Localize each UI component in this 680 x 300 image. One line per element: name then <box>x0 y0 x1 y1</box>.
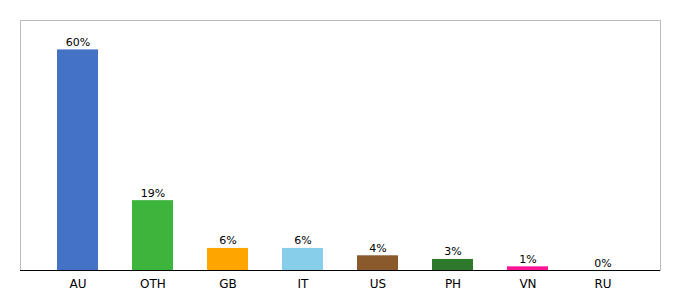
svg-text:1%: 1% <box>519 253 536 266</box>
svg-text:6%: 6% <box>219 234 236 247</box>
svg-text:RU: RU <box>594 277 611 291</box>
svg-text:19%: 19% <box>141 187 165 200</box>
svg-text:GB: GB <box>219 277 237 291</box>
svg-text:IT: IT <box>298 277 310 291</box>
svg-text:3%: 3% <box>444 245 461 258</box>
svg-text:VN: VN <box>519 277 536 291</box>
svg-text:60%: 60% <box>66 36 90 49</box>
svg-text:6%: 6% <box>294 234 311 247</box>
svg-text:PH: PH <box>445 277 461 291</box>
svg-text:4%: 4% <box>369 242 386 255</box>
svg-text:US: US <box>370 277 386 291</box>
svg-text:AU: AU <box>70 277 87 291</box>
svg-text:OTH: OTH <box>140 277 166 291</box>
svg-text:0%: 0% <box>594 257 611 270</box>
